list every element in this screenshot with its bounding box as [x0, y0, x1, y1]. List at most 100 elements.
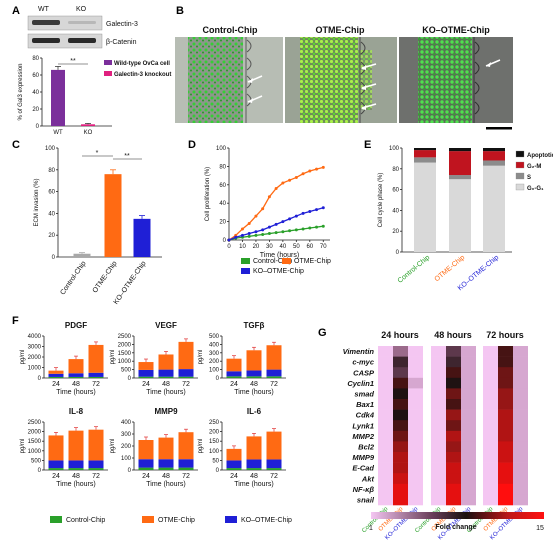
heatmap-cell [483, 462, 498, 474]
chart-f-mmp9-segment-control-chip [178, 467, 194, 470]
chart-c-bar-ko-otme-chip [133, 218, 151, 257]
chart-f-vegf-title: VEGF [155, 321, 177, 330]
chart-f-pdgf-y-tick-label: 3000 [28, 345, 42, 351]
chart-f-il-8-y-label: pg/ml [20, 439, 26, 454]
heatmap-cell [498, 420, 513, 432]
heatmap-cell [446, 420, 461, 432]
heatmap-cell [431, 420, 446, 432]
heatmap-cell [431, 409, 446, 421]
chart-d-point-ko-otme-chip [274, 222, 278, 226]
chart-f-il-8-segment-control-chip [48, 468, 64, 470]
chart-f-tgf-y-tick-label: 100 [209, 368, 220, 374]
chart-f-mmp9-y-tick-label: 100 [121, 456, 132, 462]
heatmap-cell [393, 399, 408, 410]
heatmap-cell [483, 430, 498, 442]
chart-f-il-8-y-tick-label: 2000 [28, 430, 42, 436]
chart-f-il-6-title: IL-6 [247, 407, 262, 416]
chart-e-legend-label: G₀-G₁ [527, 186, 544, 192]
chart-d-point-ko-otme-chip [234, 235, 238, 239]
heatmap-cell [461, 473, 476, 485]
chart-f-tgf-segment-ko-otme-chip [226, 371, 242, 377]
heatmap-cell [431, 473, 446, 485]
chart-d-x-tick-label: 0 [227, 244, 231, 250]
microscopy-title-control: Control-Chip [203, 25, 258, 35]
heatmap-timepoint-label: 72 hours [486, 330, 524, 340]
heatmap-cell [408, 346, 423, 357]
chart-e-y-tick-label: 40 [392, 208, 399, 214]
heatmap-cell [483, 388, 498, 400]
heatmap-cell [498, 483, 513, 495]
chart-d-point-ko-otme-chip [301, 211, 305, 215]
chart-e-y-tick-label: 20 [392, 229, 399, 235]
chart-c-y-tick-label: 0 [52, 255, 56, 261]
heatmap-cell [446, 356, 461, 368]
heatmap-cell [498, 441, 513, 453]
chart-f-il-6-y-label: pg/ml [198, 439, 204, 454]
heatmap-cell [461, 399, 476, 410]
chart-f-pdgf-y-tick-label: 4000 [28, 334, 42, 340]
chart-e-segment-apoptotic [483, 148, 505, 152]
chart-d-point-control-chip [281, 230, 285, 234]
chart-d-point-control-chip [308, 226, 312, 230]
blot-label-bcatenin: β-Catenin [106, 39, 137, 46]
chart-d-y-tick-label: 40 [219, 201, 226, 207]
heatmap-row-label: MMP2 [352, 432, 374, 441]
chart-f-pdgf-segment-ko-otme-chip [48, 373, 64, 377]
chart-a-y-tick-label: 80 [32, 56, 39, 62]
chart-f-il-6-y-tick-label: 0 [216, 468, 220, 474]
chart-d-point-otme-chip [247, 221, 251, 225]
heatmap-cell [378, 420, 393, 432]
chart-c-significance: ** [124, 153, 130, 160]
chart-f-tgf-y-label: pg/ml [198, 350, 204, 365]
heatmap-cell [498, 452, 513, 463]
heatmap-cell [378, 441, 393, 453]
chart-f-mmp9-segment-ko-otme-chip [138, 459, 154, 468]
panel-d: D 0 20 40 60 80 100 Cell proliferation (%) 0 10 2… [188, 139, 331, 275]
chart-e: 0 20 40 60 80 100 Cell cycle phase (%) Control-… [378, 146, 553, 292]
heatmap-cell [393, 452, 408, 463]
chart-f-vegf-x-tick-label: 48 [162, 381, 170, 388]
chart-f-tgf-segment-otme-chip [266, 345, 282, 370]
chart-e-segment-s [483, 160, 505, 166]
chart-f-il-6-segment-control-chip [246, 468, 262, 470]
heatmap-cell [461, 346, 476, 357]
chart-e-segment-g-m [414, 150, 436, 158]
chart-d-point-ko-otme-chip [281, 220, 285, 224]
chart-f-pdgf-segment-ko-otme-chip [68, 373, 84, 377]
heatmap-timepoint-label: 24 hours [381, 330, 419, 340]
chart-f-il-6-segment-otme-chip [266, 431, 282, 460]
heatmap-cell [378, 473, 393, 485]
chart-f-il-8-segment-otme-chip [48, 435, 64, 461]
heatmap-cell [408, 483, 423, 495]
chart-f-tgf-segment-otme-chip [226, 358, 242, 372]
heatmap-cell [378, 388, 393, 400]
heatmap-cell [393, 388, 408, 400]
microscopy-image-ko-otme [399, 37, 513, 123]
chart-f-vegf-segment-otme-chip [158, 354, 174, 370]
chart-e-y-tick-label: 100 [389, 146, 400, 152]
blot-band-galectin3-ko [68, 21, 96, 24]
chart-f-pdgf-x-tick-label: 48 [72, 381, 80, 388]
chart-f-il-6-y-tick-label: 50 [212, 458, 219, 464]
chart-f-legend-label: KO–OTME-Chip [241, 517, 292, 524]
heatmap-cell [513, 483, 528, 495]
chart-f-tgf-x-tick-label: 72 [270, 381, 278, 388]
chart-e-x-tick-label: OTME-Chip [433, 254, 466, 283]
chart-a-legend-label: Galectin-3 knockout [114, 72, 171, 78]
heatmap-cell [513, 367, 528, 379]
colorbar-label: Fold change [435, 524, 476, 531]
chart-f-tgf-title: TGFβ [244, 321, 265, 330]
chart-f-mmp9-segment-otme-chip [178, 432, 194, 460]
chart-d-point-control-chip [261, 232, 265, 236]
chart-f-mmp9-segment-ko-otme-chip [158, 459, 174, 468]
chart-f-il-8-segment-control-chip [68, 468, 84, 470]
microscopy-title-ko-otme: KO–OTME-Chip [422, 25, 490, 35]
chart-d-legend-swatch [241, 258, 250, 264]
heatmap-cell [393, 367, 408, 379]
chart-f-pdgf-segment-otme-chip [88, 344, 104, 373]
chart-f-mmp9-title: MMP9 [154, 407, 178, 416]
chart-f-legend-swatch [225, 516, 237, 523]
blot-lane-wt: WT [38, 6, 50, 13]
chart-d-point-ko-otme-chip [267, 225, 271, 229]
